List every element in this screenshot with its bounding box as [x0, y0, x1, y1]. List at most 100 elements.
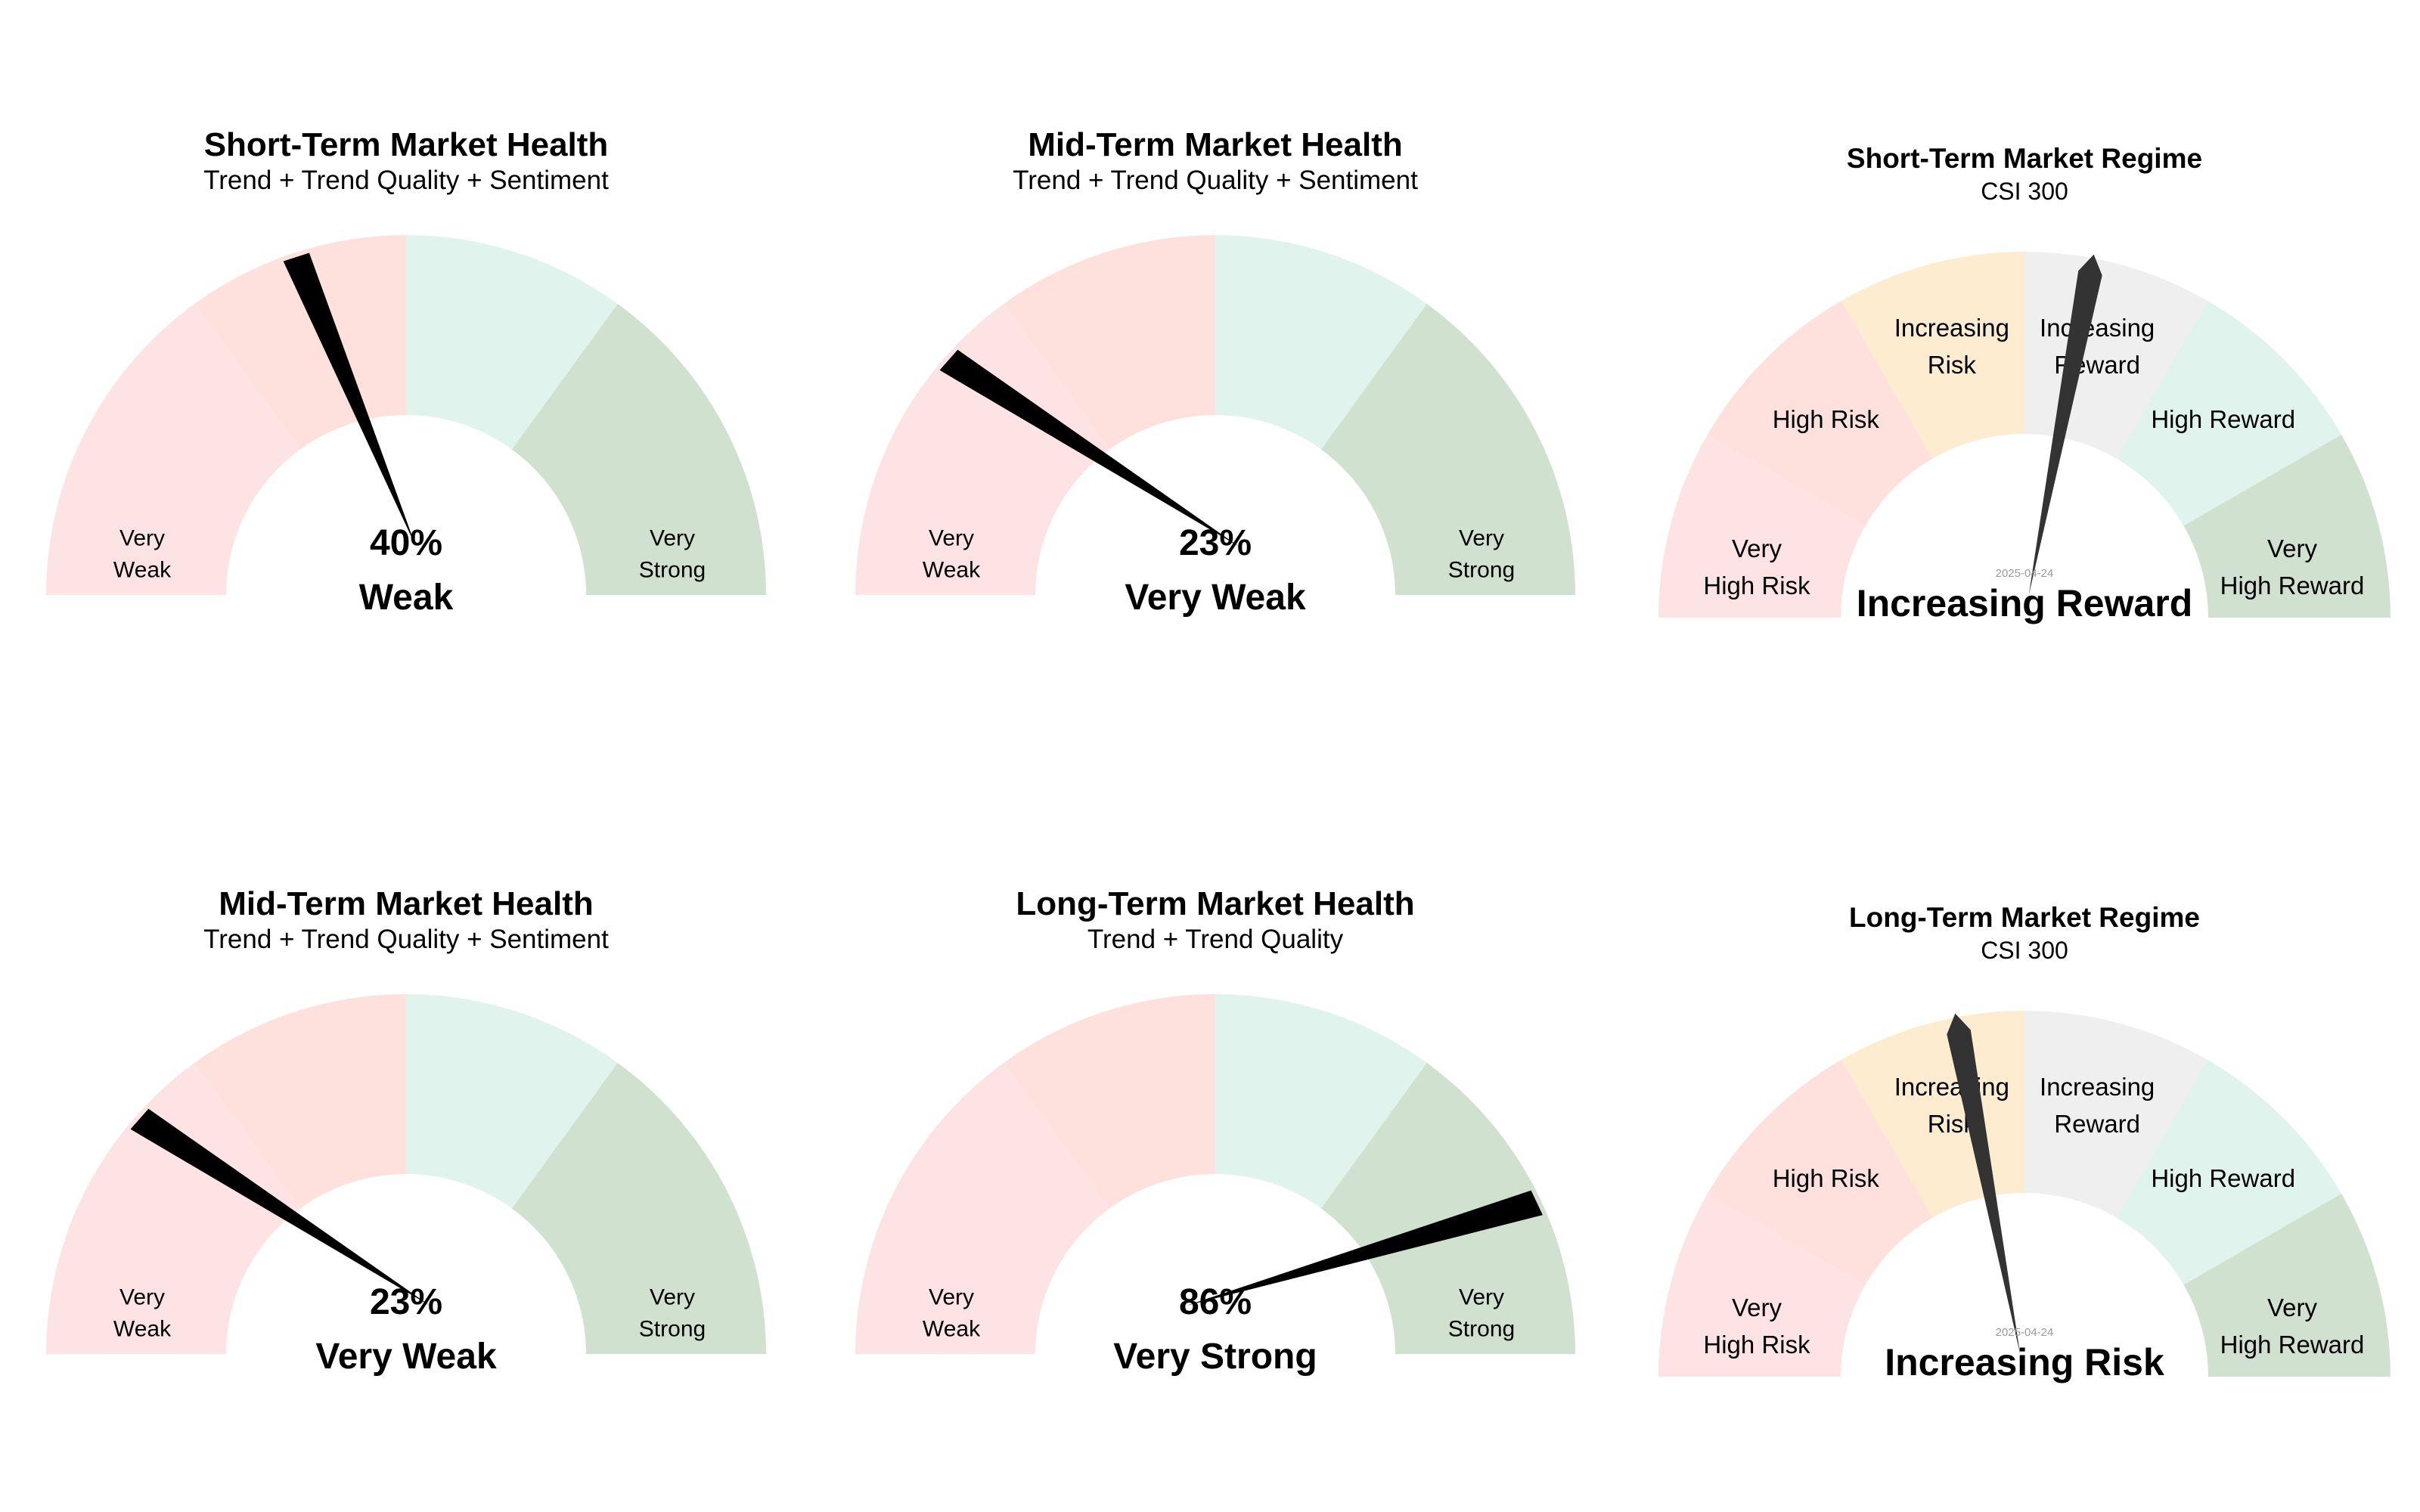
gauge-zone-label: Very High Reward	[2220, 534, 2365, 600]
gauge-panel-mid-term-health: Very Weak Very Strong 23% Very Weak Mid-Term M…	[855, 126, 1575, 618]
gauge-zone-label-line: Weak	[923, 1317, 981, 1342]
gauge-zone-label-line: Very	[2267, 1294, 2318, 1321]
gauge-zone-label-line: Risk	[1928, 351, 1977, 379]
gauge-zone-label-line: Strong	[639, 558, 706, 583]
gauge-zone	[1004, 994, 1215, 1209]
gauge-zone-label-line: High Risk	[1773, 405, 1880, 433]
gauge-zone-label-line: Strong	[639, 1317, 706, 1342]
gauge-zone	[2183, 1193, 2391, 1377]
gauge-zone	[406, 235, 618, 450]
gauge-zone-label: Very High Reward	[2220, 1294, 2365, 1359]
gauge-zone	[1707, 1059, 1933, 1285]
gauge-zone-label-line: Very	[119, 1285, 165, 1310]
gauge-zone-label-line: Increasing	[2040, 1073, 2155, 1101]
gauge-zone	[855, 1062, 1110, 1354]
gauge-zone	[1658, 434, 1866, 618]
gauge-zone	[511, 1062, 766, 1354]
gauge-zone-label-line: High Reward	[2151, 405, 2295, 433]
gauge-needle	[2028, 254, 2102, 596]
gauge-status: Increasing Risk	[1885, 1341, 2164, 1383]
gauge-zone-label-line: Weak	[113, 558, 172, 583]
gauge-zone-label: Very Strong	[639, 1285, 706, 1342]
gauge-zone	[1004, 235, 1215, 450]
gauge-title: Long-Term Market Regime	[1849, 902, 2200, 933]
gauge-zone-label-line: Very	[1732, 534, 1782, 562]
gauge-zone-label: Increasing Reward	[2040, 314, 2155, 379]
gauge-panel-short-term-health: Very Weak Very Strong 40% Weak Short-Term Mark…	[46, 126, 766, 618]
gauge-value: 23%	[1179, 523, 1252, 563]
gauge-zone-label-line: High Reward	[2220, 572, 2365, 600]
gauge-zone	[46, 303, 301, 595]
gauge-needle	[1947, 1013, 2021, 1355]
gauge-zone-label: Increasing Risk	[1894, 314, 2009, 379]
gauge-zone-label: Very Weak	[113, 1285, 172, 1342]
gauge-zone-label-line: Weak	[923, 558, 981, 583]
gauge-zone	[1658, 1193, 1866, 1377]
gauge-zone	[1841, 252, 2024, 459]
gauge-subtitle: Trend + Trend Quality + Sentiment	[1013, 166, 1418, 195]
gauge-panel-long-term-health: Very Weak Very Strong 86% Very Strong Long-Ter…	[855, 885, 1575, 1377]
gauge-zone	[2183, 434, 2391, 618]
gauge-zone-label: High Risk	[1773, 405, 1880, 433]
gauge-zone-label-line: Very	[1459, 526, 1504, 551]
gauge-needle	[939, 349, 1239, 547]
gauge-zone-label-line: Very	[929, 526, 974, 551]
gauge-needle	[283, 253, 416, 547]
gauge-zone	[511, 303, 766, 595]
gauge-zone-label-line: Weak	[113, 1317, 172, 1342]
gauge-status: Very Weak	[1125, 578, 1306, 618]
gauge-panel-mid-term-health-2: Very Weak Very Strong 23% Very Weak Mid-Term M…	[46, 885, 766, 1377]
gauge-title: Short-Term Market Regime	[1847, 143, 2202, 174]
gauge-zone	[1215, 994, 1427, 1209]
gauge-zone-label: Very Weak	[923, 526, 981, 583]
gauge-value: 86%	[1179, 1282, 1252, 1322]
gauge-needle	[130, 1108, 430, 1306]
gauge-zone-label-line: Very	[929, 1285, 974, 1310]
gauge-zone-label: High Reward	[2151, 1164, 2295, 1192]
gauge-title: Short-Term Market Health	[204, 126, 609, 163]
gauge-title: Long-Term Market Health	[1016, 885, 1414, 922]
gauge-zone-label: High Risk	[1773, 1164, 1880, 1192]
gauge-zone-label: Very High Risk	[1703, 1294, 1810, 1359]
gauge-title: Mid-Term Market Health	[1028, 126, 1403, 163]
gauge-date: 2025-04-24	[1996, 1326, 2054, 1339]
gauge-zone-label-line: Very	[119, 526, 165, 551]
gauge-zone-label: Increasing Reward	[2040, 1073, 2155, 1138]
gauge-status: Weak	[359, 578, 454, 618]
gauge-subtitle: Trend + Trend Quality	[1087, 925, 1344, 954]
gauge-zone-label-line: Very	[1732, 1294, 1782, 1321]
gauge-zone	[2024, 1011, 2208, 1218]
gauge-zone	[1707, 300, 1933, 526]
gauge-value: 23%	[370, 1282, 442, 1322]
gauge-needle	[1186, 1190, 1543, 1306]
gauge-zone-label: Very High Risk	[1703, 534, 1810, 600]
gauge-zone-label: High Reward	[2151, 405, 2295, 433]
gauge-zone-label-line: Very	[650, 526, 695, 551]
gauge-status: Increasing Reward	[1857, 582, 2193, 624]
gauge-date: 2025-04-24	[1996, 567, 2054, 580]
gauge-subtitle: Trend + Trend Quality + Sentiment	[203, 166, 609, 195]
gauge-subtitle: Trend + Trend Quality + Sentiment	[203, 925, 609, 954]
gauge-zone-label-line: Increasing	[2040, 314, 2155, 342]
gauge-zone-label: Very Weak	[113, 526, 172, 583]
gauge-status: Very Strong	[1113, 1337, 1317, 1377]
gauge-zone	[1320, 303, 1575, 595]
gauge-status: Very Weak	[315, 1337, 497, 1377]
gauge-zone-label-line: Very	[2267, 534, 2318, 562]
gauge-zone-label-line: Increasing	[1894, 1073, 2009, 1101]
gauge-zone-label-line: High Risk	[1703, 572, 1810, 600]
gauge-zone-label: Very Strong	[1448, 526, 1515, 583]
gauge-zone	[406, 994, 618, 1209]
gauge-zone	[194, 994, 406, 1209]
gauge-value: 40%	[370, 523, 442, 563]
gauge-zone-label: Very Strong	[1448, 1285, 1515, 1342]
gauge-zone-label-line: High Reward	[2151, 1164, 2295, 1192]
gauge-zone-label-line: Strong	[1448, 1317, 1515, 1342]
gauge-zone	[1215, 235, 1427, 450]
gauge-zone	[2116, 1059, 2342, 1285]
gauge-zone-label-line: Reward	[2054, 1110, 2140, 1138]
gauge-zone	[1320, 1062, 1575, 1354]
